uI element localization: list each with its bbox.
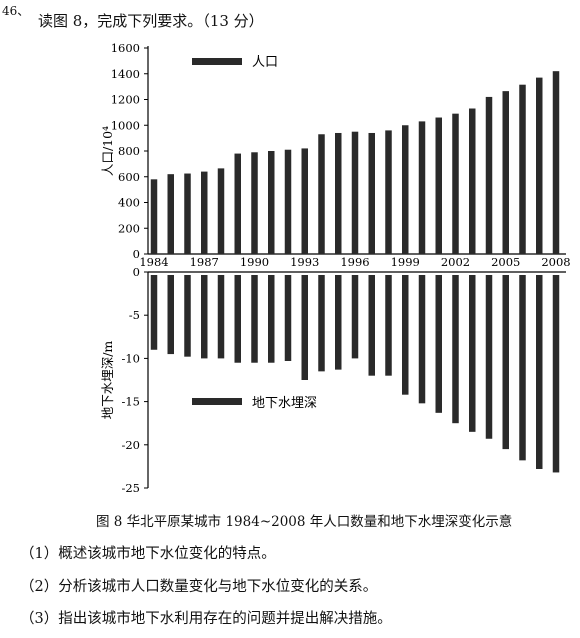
population-bar (268, 151, 275, 254)
year-tick-label: 1996 (340, 255, 369, 269)
groundwater-bar (385, 275, 392, 376)
population-bar (335, 132, 342, 254)
population-bar (485, 96, 493, 254)
groundwater-bar (318, 275, 325, 372)
groundwater-legend-swatch (192, 398, 242, 405)
population-y-tick-label: 1400 (111, 67, 140, 81)
question-item-2: （2）分析该城市人口数量变化与地下水位变化的关系。 (20, 579, 378, 595)
year-tick-label: 1999 (391, 255, 420, 269)
question-number: 46、 (2, 4, 30, 18)
population-bar (519, 84, 526, 254)
year-tick-label: 1984 (139, 255, 168, 269)
groundwater-bar (502, 275, 509, 450)
population-bar (502, 91, 509, 254)
groundwater-bar (435, 275, 442, 413)
population-legend-label: 人口 (252, 55, 278, 70)
population-y-tick-label: 200 (118, 221, 140, 235)
groundwater-y-tick-label: -10 (121, 351, 140, 365)
question-heading: 读图 8，完成下列要求。（13 分） (38, 12, 264, 30)
population-bar (217, 168, 225, 254)
population-y-label: 人口/10⁴ (100, 126, 115, 176)
groundwater-legend-label: 地下水埋深 (252, 396, 317, 411)
groundwater-bar (201, 275, 208, 359)
groundwater-bar (217, 275, 225, 359)
population-y-tick-label: 1200 (111, 93, 140, 107)
population-bar (452, 113, 459, 254)
population-y-tick-label: 0 (133, 247, 140, 261)
population-bar (150, 179, 158, 254)
groundwater-y-tick-label: -20 (121, 438, 140, 452)
year-tick-label: 1987 (190, 255, 219, 269)
groundwater-chart: 0 -5 -10 -15 -20 -25 地下水埋深/m 地下水埋深 (100, 265, 566, 495)
population-bar (251, 152, 258, 254)
population-bar (184, 173, 191, 254)
population-bar (234, 153, 241, 254)
question-item-3: （3）指出该城市地下水利用存在的问题并提出解决措施。 (20, 611, 392, 627)
groundwater-bar (268, 275, 275, 363)
figure-caption: 图 8 华北平原某城市 1984~2008 年人口数量和地下水埋深变化示意 (96, 514, 513, 530)
year-tick-label: 2005 (491, 255, 520, 269)
groundwater-bar (552, 275, 560, 473)
groundwater-bar (536, 275, 543, 469)
groundwater-bar (234, 275, 241, 363)
population-legend-swatch (192, 58, 242, 65)
groundwater-y-tick-label: -25 (121, 481, 140, 495)
population-bar (284, 149, 292, 254)
population-bar (402, 125, 409, 254)
population-bar (318, 134, 325, 254)
population-bar (536, 77, 543, 254)
groundwater-bar (284, 275, 292, 361)
population-y-tick-label: 1600 (111, 41, 140, 55)
population-y-tick-label: 800 (118, 144, 140, 158)
population-y-tick-label: 600 (118, 170, 140, 184)
year-tick-label: 1993 (290, 255, 319, 269)
groundwater-bar (184, 275, 191, 357)
groundwater-bar (402, 275, 409, 395)
population-bar (385, 130, 392, 254)
population-bar (301, 148, 308, 254)
question-item-1: （1）概述该城市地下水位变化的特点。 (20, 546, 276, 562)
groundwater-bar (485, 275, 493, 439)
groundwater-bar (335, 275, 342, 370)
population-y-tick-label: 1000 (111, 118, 140, 132)
population-bar (435, 117, 442, 255)
groundwater-bar (452, 275, 459, 424)
year-tick-label: 1990 (240, 255, 269, 269)
population-bar (418, 121, 426, 254)
year-tick-label: 2008 (541, 255, 570, 269)
groundwater-y-tick-label: 0 (133, 265, 140, 279)
groundwater-bar (418, 275, 426, 404)
population-bar (469, 108, 476, 254)
groundwater-y-tick-label: -15 (121, 395, 140, 409)
groundwater-bar (167, 275, 174, 355)
groundwater-bar (469, 275, 476, 432)
population-bar (351, 131, 359, 254)
groundwater-bar (301, 275, 308, 380)
groundwater-y-label: 地下水埋深/m (100, 341, 115, 420)
groundwater-bar (351, 275, 359, 359)
population-bar (167, 174, 174, 254)
population-bar (368, 132, 375, 254)
groundwater-bar (251, 275, 258, 363)
groundwater-bar (368, 275, 375, 376)
groundwater-bar (150, 275, 158, 350)
population-chart: 0 200 400 600 800 1000 1200 1400 1600 人口/10⁴ 人口 198… (100, 41, 571, 269)
groundwater-y-tick-label: -5 (129, 308, 140, 322)
population-y-tick-label: 400 (118, 196, 140, 210)
chart: 0 200 400 600 800 1000 1200 1400 1600 人口/10⁴ 人口 198… (100, 41, 571, 495)
population-bar (552, 71, 560, 254)
groundwater-bar (519, 275, 526, 461)
population-bar (201, 171, 208, 254)
year-tick-label: 2002 (441, 255, 470, 269)
